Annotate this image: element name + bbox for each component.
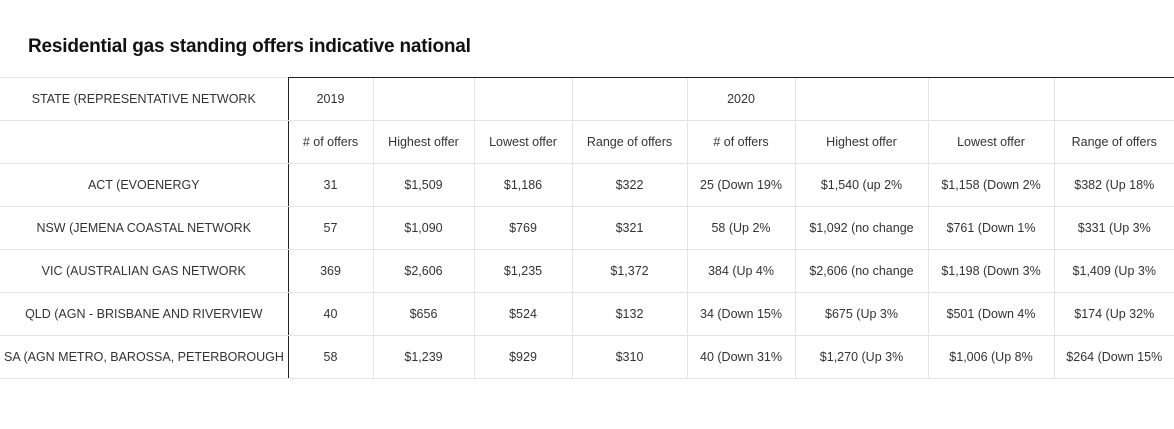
- table-cell: 57: [287, 206, 373, 250]
- column-header-range-2020: Range of offers: [1053, 120, 1174, 164]
- header-cell: [794, 77, 928, 121]
- table-cell: $1,409 (Up 3%: [1053, 249, 1174, 293]
- table-cell: 369: [287, 249, 373, 293]
- table-cell: $321: [571, 206, 687, 250]
- table-cell: $656: [372, 292, 474, 336]
- table-cell: $1,092 (no change: [794, 206, 928, 250]
- table-cell: $1,239: [372, 335, 474, 379]
- table-row: QLD (AGN - BRISBANE AND RIVERVIEW 40 $65…: [0, 292, 1174, 336]
- table-cell: $1,540 (up 2%: [794, 163, 928, 207]
- header-cell: [372, 77, 474, 121]
- header-cell: [473, 77, 572, 121]
- table-cell: $524: [473, 292, 572, 336]
- subheader-row: # of offers Highest offer Lowest offer R…: [0, 120, 1174, 164]
- table-cell: $1,090: [372, 206, 474, 250]
- page-title: Residential gas standing offers indicati…: [28, 36, 471, 57]
- header-cell-year-2019: 2019: [287, 77, 373, 121]
- table-row: ACT (EVOENERGY 31 $1,509 $1,186 $322 25 …: [0, 163, 1174, 207]
- table-cell: 58: [287, 335, 373, 379]
- table-cell: $675 (Up 3%: [794, 292, 928, 336]
- table-cell: $1,186: [473, 163, 572, 207]
- table-cell: $2,606 (no change: [794, 249, 928, 293]
- table-cell: $322: [571, 163, 687, 207]
- state-cell: NSW (JEMENA COASTAL NETWORK: [0, 206, 289, 250]
- table-cell: $174 (Up 32%: [1053, 292, 1174, 336]
- header-row: STATE (REPRESENTATIVE NETWORK 2019 2020: [0, 77, 1174, 121]
- table-cell: $310: [571, 335, 687, 379]
- header-cell: [1053, 77, 1174, 121]
- state-cell: VIC (AUSTRALIAN GAS NETWORK: [0, 249, 289, 293]
- column-header-highest-2019: Highest offer: [372, 120, 474, 164]
- column-header-range-2019: Range of offers: [571, 120, 687, 164]
- column-header-lowest-2020: Lowest offer: [927, 120, 1054, 164]
- table-cell: $1,372: [571, 249, 687, 293]
- table-cell: $2,606: [372, 249, 474, 293]
- table-cell: $331 (Up 3%: [1053, 206, 1174, 250]
- table-cell: 25 (Down 19%: [686, 163, 795, 207]
- table-cell: $1,006 (Up 8%: [927, 335, 1054, 379]
- state-cell: QLD (AGN - BRISBANE AND RIVERVIEW: [0, 292, 289, 336]
- table-cell: $132: [571, 292, 687, 336]
- header-cell: [571, 77, 687, 121]
- table-row: SA (AGN METRO, BAROSSA, PETERBOROUGH 58 …: [0, 335, 1174, 379]
- column-header-highest-2020: Highest offer: [794, 120, 928, 164]
- table-cell: $382 (Up 18%: [1053, 163, 1174, 207]
- column-header-offers-2020: # of offers: [686, 120, 795, 164]
- table-cell: $1,198 (Down 3%: [927, 249, 1054, 293]
- column-header-offers-2019: # of offers: [287, 120, 373, 164]
- table-row: VIC (AUSTRALIAN GAS NETWORK 369 $2,606 $…: [0, 249, 1174, 293]
- table-cell: 58 (Up 2%: [686, 206, 795, 250]
- table-cell: 40 (Down 31%: [686, 335, 795, 379]
- subheader-cell: [0, 120, 289, 164]
- table-cell: $769: [473, 206, 572, 250]
- table-cell: 31: [287, 163, 373, 207]
- state-cell: SA (AGN METRO, BAROSSA, PETERBOROUGH: [0, 335, 289, 379]
- gas-offers-table: STATE (REPRESENTATIVE NETWORK 2019 2020 …: [0, 77, 1174, 379]
- table-cell: $929: [473, 335, 572, 379]
- table-cell: $1,235: [473, 249, 572, 293]
- table-cell: 40: [287, 292, 373, 336]
- header-cell: [927, 77, 1054, 121]
- table-cell: $761 (Down 1%: [927, 206, 1054, 250]
- table-cell: $1,270 (Up 3%: [794, 335, 928, 379]
- state-cell: ACT (EVOENERGY: [0, 163, 289, 207]
- table-cell: $264 (Down 15%: [1053, 335, 1174, 379]
- table-cell: 34 (Down 15%: [686, 292, 795, 336]
- column-header-lowest-2019: Lowest offer: [473, 120, 572, 164]
- table-cell: $501 (Down 4%: [927, 292, 1054, 336]
- header-cell-year-2020: 2020: [686, 77, 795, 121]
- header-cell-state: STATE (REPRESENTATIVE NETWORK: [0, 77, 289, 121]
- table-cell: $1,509: [372, 163, 474, 207]
- table-cell: $1,158 (Down 2%: [927, 163, 1054, 207]
- table-cell: 384 (Up 4%: [686, 249, 795, 293]
- table-row: NSW (JEMENA COASTAL NETWORK 57 $1,090 $7…: [0, 206, 1174, 250]
